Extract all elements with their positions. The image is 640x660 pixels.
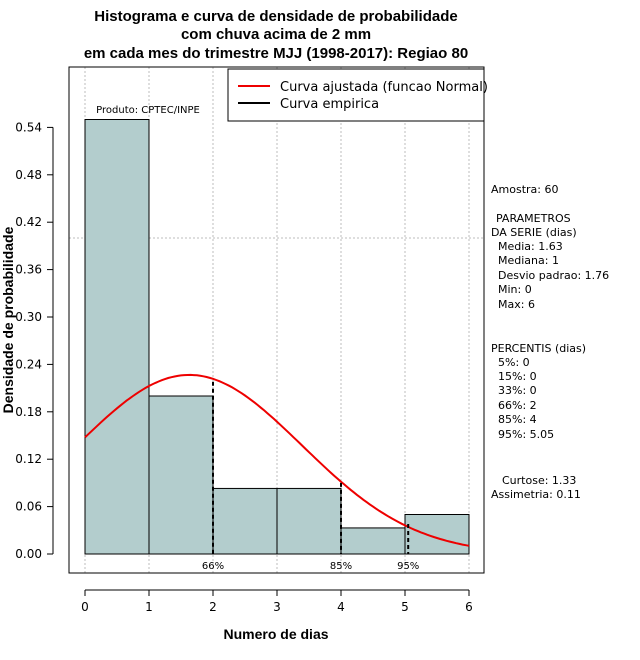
histogram-bar-1 (148, 395, 214, 555)
stat-curtose: Curtose: 1.33 (502, 474, 576, 487)
x-tick-label-1: 1 (145, 600, 153, 614)
percentile-label-0: 66% (202, 561, 224, 572)
plot-area: 66% 85% 95% 0 1 2 3 4 5 6 0.00 0.06 0.12 0.18 0.24 0.30… (15, 67, 484, 614)
legend-normal-label: Curva ajustada (funcao Normal) (280, 80, 488, 95)
product-label: Produto: CPTEC/INPE (96, 105, 200, 116)
legend-box (227, 68, 485, 122)
y-tick-label-4: 0.24 (15, 357, 42, 371)
percentile-label-2: 95% (397, 561, 419, 572)
y-tick-label-8: 0.48 (15, 168, 42, 182)
y-tick-label-3: 0.18 (15, 405, 42, 419)
x-tick-label-0: 0 (81, 600, 89, 614)
stat-desvio: Desvio padrao: 1.76 (498, 269, 609, 282)
y-axis-title: Densidade de probabilidade (0, 226, 16, 413)
legend: Curva ajustada (funcao Normal) Curva emp… (227, 68, 488, 122)
stat-min: Min: 0 (498, 283, 532, 296)
y-tick-label-6: 0.36 (15, 263, 42, 277)
stat-percentis-title: PERCENTIS (dias) (491, 342, 586, 355)
chart-title-line-1: Histograma e curva de densidade de proba… (94, 8, 457, 25)
normal-fit-curve (84, 373, 470, 547)
histogram-bar-4 (340, 527, 406, 555)
y-tick-label-5: 0.30 (15, 310, 42, 324)
x-tick-label-4: 4 (337, 600, 345, 614)
stat-p33: 33%: 0 (498, 384, 537, 397)
percentile-label-1: 85% (330, 561, 352, 572)
chart-title-line-2: com chuva acima de 2 mm (181, 26, 371, 43)
stat-assimetria: Assimetria: 0.11 (491, 488, 581, 501)
plot-frame (68, 66, 485, 574)
y-tick-label-1: 0.06 (15, 500, 42, 514)
stat-parametros-subtitle: DA SERIE (dias) (491, 226, 577, 239)
histogram-bar-3 (276, 487, 342, 555)
stat-p95: 95%: 5.05 (498, 428, 554, 441)
stats-panel: Amostra: 60 PARAMETROS DA SERIE (dias) M… (491, 183, 609, 501)
x-tick-label-6: 6 (465, 600, 473, 614)
y-tick-label-9: 0.54 (15, 120, 42, 134)
histogram-bar-2 (212, 487, 278, 555)
x-tick-label-2: 2 (209, 600, 217, 614)
histogram-bar-5 (404, 514, 470, 555)
y-tick-label-0: 0.00 (15, 547, 42, 561)
legend-empirical-label: Curva empirica (280, 97, 379, 112)
stat-p66: 66%: 2 (498, 399, 537, 412)
chart-title-line-3: em cada mes do trimestre MJJ (1998-2017)… (84, 45, 468, 62)
y-tick-label-7: 0.42 (15, 215, 42, 229)
x-tick-label-5: 5 (401, 600, 409, 614)
stat-max: Max: 6 (498, 298, 535, 311)
histogram-bar-0 (84, 119, 150, 555)
y-tick-label-2: 0.12 (15, 452, 42, 466)
x-tick-label-3: 3 (273, 600, 281, 614)
x-axis-title: Numero de dias (223, 626, 328, 642)
stat-p85: 85%: 4 (498, 413, 537, 426)
stat-p5: 5%: 0 (498, 356, 530, 369)
stat-mediana: Mediana: 1 (498, 254, 559, 267)
stat-amostra: Amostra: 60 (491, 183, 558, 196)
stat-parametros-title: PARAMETROS (496, 212, 571, 225)
stat-p15: 15%: 0 (498, 370, 537, 383)
stat-media: Media: 1.63 (498, 240, 563, 253)
